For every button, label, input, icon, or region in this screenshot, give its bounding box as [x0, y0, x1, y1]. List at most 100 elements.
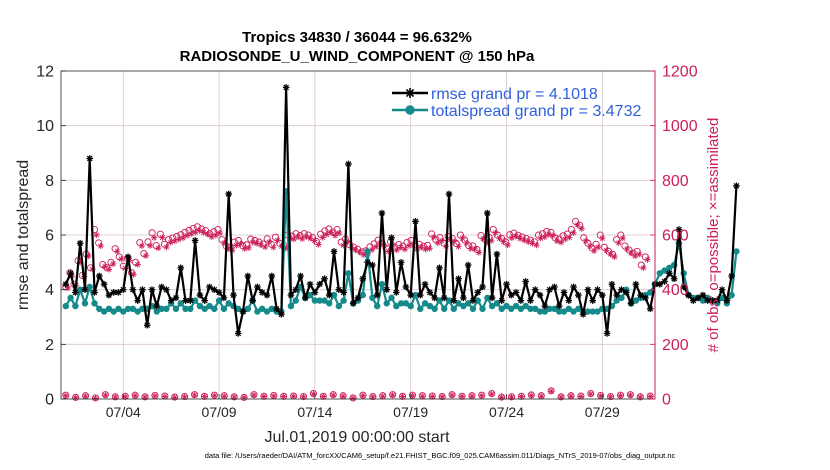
totalspread-point	[656, 270, 663, 277]
obs-low-assimilated-point	[211, 392, 218, 399]
totalspread-point	[383, 300, 390, 307]
totalspread-point	[287, 302, 295, 310]
obs-low-assimilated-point	[498, 394, 505, 401]
rmse-point	[143, 321, 151, 329]
rmse-point	[407, 291, 414, 299]
rmse-point	[666, 269, 673, 277]
rmse-point	[445, 190, 453, 198]
rmse-point	[627, 300, 635, 307]
rmse-point	[325, 291, 333, 299]
obs-assimilated-point	[438, 237, 446, 244]
rmse-point	[560, 289, 568, 296]
rmse-point	[527, 297, 534, 304]
obs-assimilated-point	[607, 251, 614, 258]
rmse-point	[249, 297, 256, 304]
totalspread-point	[211, 305, 218, 312]
obs-assimilated-point	[475, 249, 483, 256]
obs-assimilated-point	[455, 243, 462, 250]
totalspread-point	[417, 305, 424, 312]
totalspread-point	[91, 300, 98, 307]
obs-assimilated-point	[204, 231, 211, 238]
totalspread-point	[115, 305, 122, 312]
obs-assimilated-point	[274, 237, 281, 244]
rmse-point	[637, 291, 644, 299]
totalspread-point	[86, 283, 93, 291]
rmse-point	[373, 291, 381, 299]
rmse-point	[364, 259, 371, 266]
obs-low-assimilated-point	[92, 395, 99, 402]
obs-assimilated-point	[97, 242, 104, 250]
obs-assimilated-point	[422, 246, 429, 253]
rmse-point	[589, 297, 597, 304]
rmse-point	[124, 253, 132, 261]
rmse-point	[244, 272, 252, 280]
rmse-point	[383, 286, 391, 293]
rmse-point	[507, 291, 515, 299]
obs-assimilated-point	[623, 245, 631, 253]
rmse-point	[393, 289, 400, 296]
y-left-tick-label: 4	[45, 282, 54, 299]
totalspread-point	[436, 297, 443, 304]
obs-possible-point	[321, 227, 329, 235]
totalspread-point	[62, 302, 69, 310]
obs-low-assimilated-point	[478, 392, 485, 399]
rmse-point	[210, 286, 218, 293]
obs-assimilated-point	[582, 237, 589, 245]
rmse-point	[733, 182, 740, 190]
y-left-tick-label: 10	[36, 118, 54, 135]
obs-low-assimilated-point	[597, 392, 604, 400]
obs-assimilated-point	[636, 251, 643, 258]
obs-assimilated-point	[109, 260, 117, 268]
obs-low-assimilated-point	[102, 392, 109, 399]
rmse-point	[464, 261, 472, 269]
obs-assimilated-point	[574, 221, 581, 228]
rmse-point	[498, 297, 506, 304]
obs-count-layer	[62, 217, 654, 402]
rmse-point	[541, 302, 549, 310]
obs-low-assimilated-point	[617, 392, 624, 399]
totalspread-point	[393, 302, 400, 310]
obs-possible-point	[144, 238, 152, 246]
obs-assimilated-point	[611, 253, 618, 260]
totalspread-point	[292, 297, 299, 304]
rmse-point	[76, 239, 84, 247]
rmse-point	[292, 286, 300, 293]
totalspread-point	[464, 300, 472, 307]
x-tick-label: 07/14	[297, 404, 332, 420]
rmse-point	[622, 289, 630, 296]
rmse-point	[311, 289, 319, 296]
totalspread-point	[488, 302, 496, 310]
rmse-point	[522, 278, 529, 285]
obs-assimilated-point	[603, 247, 610, 254]
rmse-point	[613, 291, 620, 299]
rmse-point	[119, 286, 127, 293]
totalspread-point	[129, 305, 137, 312]
rmse-point	[139, 286, 146, 293]
totalspread-point	[512, 302, 520, 310]
rmse-point	[718, 286, 726, 293]
totalspread-point	[407, 302, 414, 310]
obs-assimilated-point	[118, 255, 125, 263]
rmse-point	[72, 289, 79, 296]
obs-assimilated-point	[114, 248, 121, 255]
y-left-tick-label: 8	[45, 173, 54, 190]
rmse-point	[129, 286, 137, 293]
rmse-point	[297, 272, 304, 280]
rmse-point	[599, 291, 606, 299]
y-right-tick-label: 600	[662, 228, 689, 245]
totalspread-point	[594, 308, 601, 315]
rmse-point	[86, 155, 94, 162]
obs-assimilated-point	[134, 261, 141, 268]
chart-title-line1: Tropics 34830 / 36044 = 96.632%	[242, 29, 472, 46]
rmse-point	[642, 294, 649, 302]
rmse-point	[661, 278, 668, 285]
obs-assimilated-point	[253, 240, 261, 247]
x-tick-label: 07/04	[106, 404, 141, 420]
obs-low-assimilated-point	[577, 393, 584, 400]
totalspread-point	[263, 308, 271, 315]
obs-assimilated-point	[311, 237, 318, 244]
totalspread-point	[220, 305, 228, 312]
obs-assimilated-point	[578, 225, 585, 232]
totalspread-point	[172, 305, 180, 312]
totalspread-point	[206, 302, 213, 310]
